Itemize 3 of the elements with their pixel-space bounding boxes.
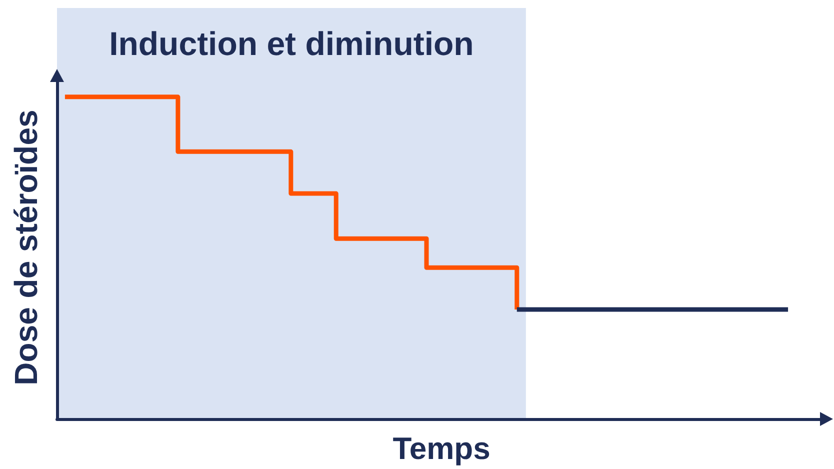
text: Induction et diminution [109,25,474,62]
x-axis-title: Temps [392,431,490,466]
y-axis-title: Dose de stéroïdes [8,110,44,386]
